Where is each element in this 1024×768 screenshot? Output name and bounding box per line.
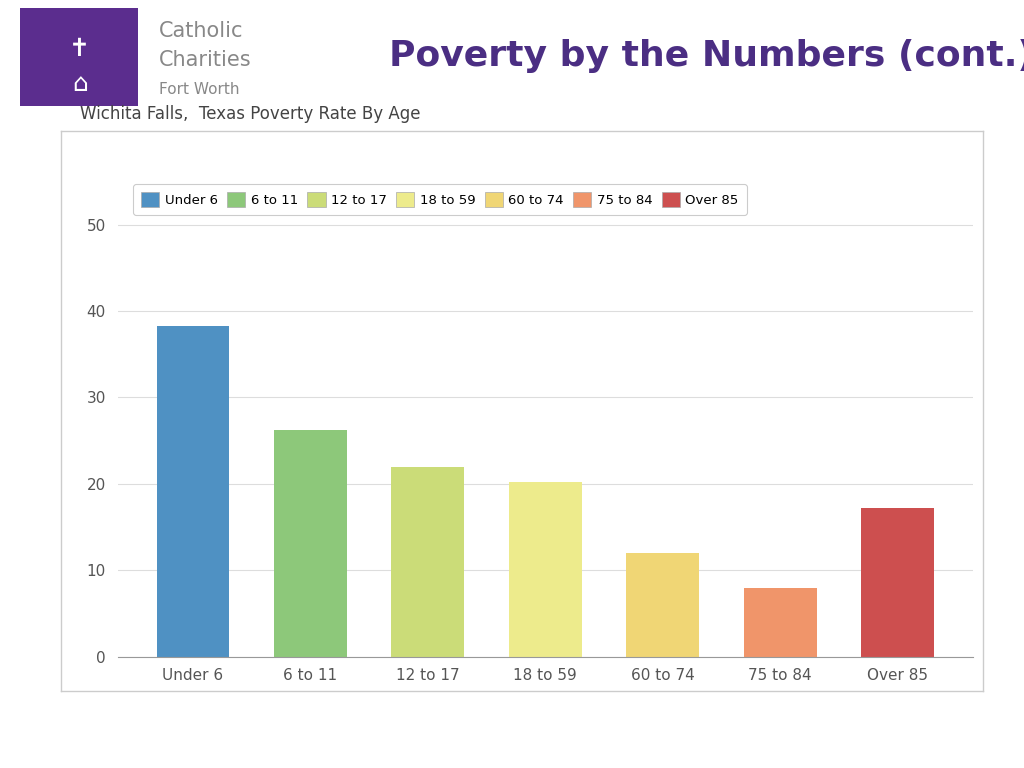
Text: CatholicCharitiesFortWorth.org: CatholicCharitiesFortWorth.org	[20, 730, 275, 748]
Text: Fort Worth: Fort Worth	[159, 81, 240, 97]
Text: Catholic: Catholic	[159, 22, 244, 41]
Bar	[743, 588, 816, 657]
Bar	[627, 553, 699, 657]
Bar	[861, 508, 934, 657]
Text: ✝: ✝	[70, 37, 90, 61]
Bar	[509, 482, 582, 657]
Legend: Under 6, 6 to 11, 12 to 17, 18 to 59, 60 to 74, 75 to 84, Over 85: Under 6, 6 to 11, 12 to 17, 18 to 59, 60…	[133, 184, 746, 215]
Bar	[157, 326, 229, 657]
Text: CREATE. ERADICATE. TRANSFORM.: CREATE. ERADICATE. TRANSFORM.	[716, 730, 1004, 748]
Bar	[20, 8, 138, 106]
Bar	[391, 467, 464, 657]
Text: Wichita Falls,  Texas Poverty Rate By Age: Wichita Falls, Texas Poverty Rate By Age	[80, 105, 421, 124]
Text: Charities: Charities	[159, 50, 251, 70]
Text: Poverty by the Numbers (cont.): Poverty by the Numbers (cont.)	[389, 38, 1024, 73]
Bar	[274, 430, 347, 657]
Text: ⌂: ⌂	[72, 71, 88, 95]
